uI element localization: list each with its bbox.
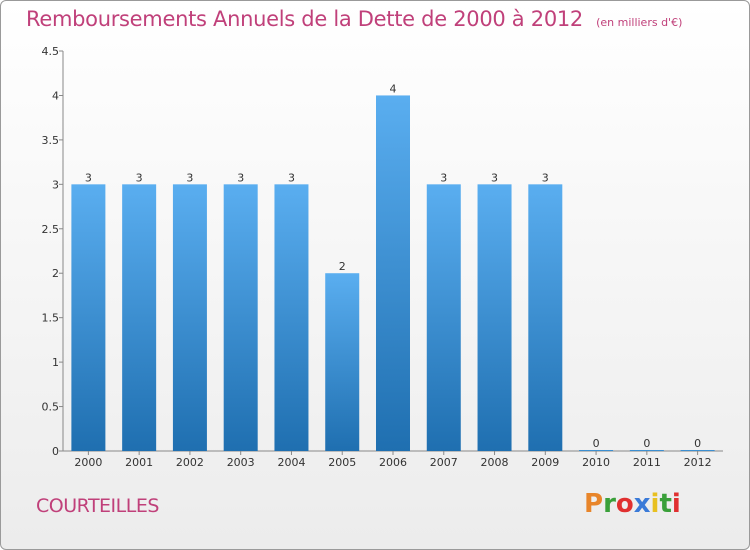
brand-letter: o <box>615 489 634 519</box>
commune-name: COURTEILLES <box>36 495 159 517</box>
x-tick-label: 2008 <box>481 456 509 469</box>
data-label: 3 <box>186 171 193 184</box>
y-tick-label: 4 <box>52 89 59 102</box>
brand-letter: r <box>603 489 616 519</box>
y-tick-label: 2 <box>52 267 59 280</box>
x-tick-label: 2010 <box>582 456 610 469</box>
brand-letter: P <box>584 489 604 519</box>
x-tick-label: 2009 <box>531 456 559 469</box>
brand-letter: i <box>671 489 681 519</box>
data-label: 4 <box>390 82 397 95</box>
bar-2000 <box>71 184 106 452</box>
proxiti-logo: Proxiti <box>584 489 681 519</box>
data-label: 3 <box>288 171 295 184</box>
data-label: 0 <box>643 437 650 450</box>
y-tick-label: 0 <box>52 445 59 458</box>
x-tick-label: 2011 <box>633 456 661 469</box>
y-tick-label: 4.5 <box>42 45 60 58</box>
data-label: 0 <box>694 437 701 450</box>
y-tick-label: 2.5 <box>42 223 60 236</box>
x-tick-label: 2007 <box>430 456 458 469</box>
data-label: 3 <box>542 171 549 184</box>
x-tick-label: 2003 <box>227 456 255 469</box>
bar-2001 <box>122 184 157 452</box>
chart-unit-label: (en milliers d'€) <box>596 16 683 29</box>
bar-2002 <box>172 184 207 452</box>
bar-2009 <box>528 184 563 452</box>
x-tick-label: 2006 <box>379 456 407 469</box>
bars <box>71 95 715 452</box>
bar-2008 <box>477 184 512 452</box>
x-tick-label: 2004 <box>277 456 305 469</box>
data-label: 3 <box>85 171 92 184</box>
labels: 00.511.522.533.544.520003200132002320033… <box>42 45 712 469</box>
bar-2011 <box>629 450 664 451</box>
data-label: 3 <box>491 171 498 184</box>
data-label: 3 <box>237 171 244 184</box>
bar-2007 <box>426 184 461 452</box>
data-label: 3 <box>440 171 447 184</box>
bar-2005 <box>325 273 360 451</box>
bar-2003 <box>223 184 258 452</box>
y-tick-label: 3.5 <box>42 134 60 147</box>
y-tick-label: 1.5 <box>42 312 60 325</box>
bar-2010 <box>579 450 614 451</box>
bar-2004 <box>274 184 309 452</box>
chart-title: Remboursements Annuels de la Dette de 20… <box>26 7 583 31</box>
brand-letter: x <box>633 489 651 519</box>
bar-2012 <box>680 450 715 451</box>
chart-header: Remboursements Annuels de la Dette de 20… <box>26 7 682 31</box>
data-label: 3 <box>136 171 143 184</box>
data-label: 0 <box>593 437 600 450</box>
y-tick-label: 1 <box>52 356 59 369</box>
x-tick-label: 2001 <box>125 456 153 469</box>
x-tick-label: 2002 <box>176 456 204 469</box>
brand-letter: t <box>659 489 672 519</box>
brand-letter: i <box>650 489 660 519</box>
x-tick-label: 2000 <box>74 456 102 469</box>
data-label: 2 <box>339 260 346 273</box>
x-tick-label: 2012 <box>684 456 712 469</box>
bar-2006 <box>376 95 410 451</box>
y-tick-label: 3 <box>52 178 59 191</box>
y-tick-label: 0.5 <box>42 401 60 414</box>
x-tick-label: 2005 <box>328 456 356 469</box>
